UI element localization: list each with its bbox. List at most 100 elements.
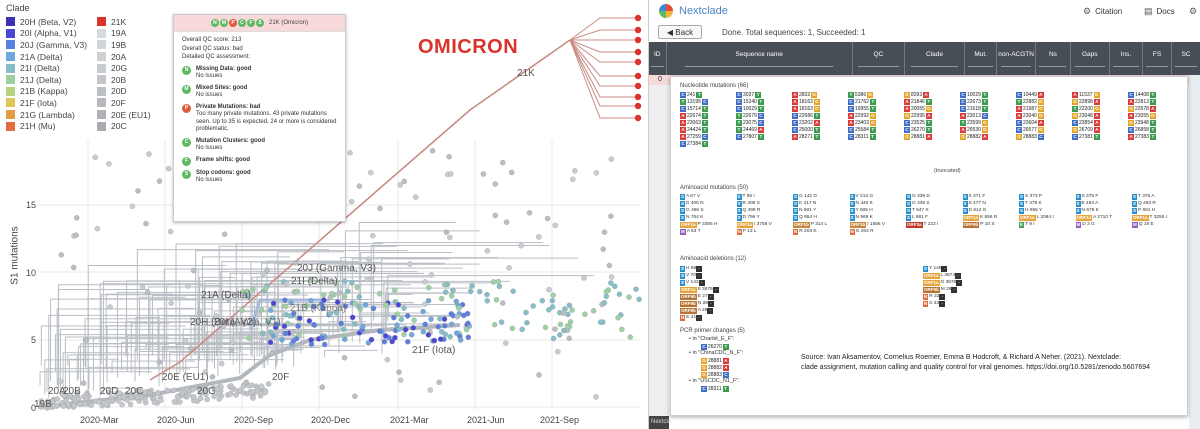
alt-base: T [701, 140, 708, 147]
position: 11537 [1079, 91, 1093, 98]
alt-base: T [701, 112, 708, 119]
legend-item[interactable]: 20C [97, 120, 151, 132]
column-filter[interactable] [1112, 61, 1139, 67]
qc-item: P Private Mutations: bad Too many private … [182, 103, 337, 134]
ref-base: A [792, 105, 798, 112]
alt-base: A [1093, 112, 1100, 119]
column-filter[interactable] [1145, 61, 1169, 67]
column-header[interactable]: Ins. [1110, 42, 1144, 75]
back-button[interactable]: ◀ Back [658, 25, 702, 39]
bottom-tab[interactable]: Nextcla [649, 416, 671, 429]
column-filter[interactable] [685, 61, 834, 67]
ref-base: A [960, 126, 966, 133]
ref-base: C [848, 133, 854, 140]
column-filter[interactable] [1174, 61, 1198, 67]
column-header[interactable]: SC [1172, 42, 1200, 75]
column-header[interactable]: Ns [1036, 42, 1071, 75]
legend-item[interactable]: 21F (Iota) [6, 97, 87, 109]
nuc-mutation: A 23063 T [680, 119, 736, 126]
gap-chip: - [707, 300, 714, 307]
legend-item[interactable]: 21K [97, 16, 151, 28]
column-filter[interactable] [650, 61, 664, 67]
legend-item[interactable]: 21J (Delta) [6, 74, 87, 86]
legend-item[interactable]: 20A [97, 51, 151, 63]
legend-item[interactable]: 20B [97, 74, 151, 86]
column-filter[interactable] [1074, 61, 1105, 67]
legend-item[interactable]: 21A (Delta) [6, 51, 87, 63]
legend-item[interactable]: 20H (Beta, V2) [6, 16, 87, 28]
legend-item[interactable]: 20D [97, 86, 151, 98]
legend-item[interactable]: 21G (Lambda) [6, 109, 87, 121]
aa-change: S 373 P [1025, 194, 1043, 199]
gene-chip: S [680, 265, 686, 272]
legend-item[interactable]: 20I (Alpha, V1) [6, 28, 87, 40]
position: 22995 [911, 112, 925, 119]
legend-item[interactable]: 19A [97, 28, 151, 40]
nuc-mutation: A 20055 G [904, 105, 960, 112]
alt-base: T [757, 98, 764, 105]
nav-docs[interactable]: ▤ Docs [1144, 6, 1175, 17]
gene-chip: S [962, 200, 968, 207]
column-header[interactable]: Gaps [1071, 42, 1110, 75]
legend-item[interactable]: 20E (EU1) [97, 109, 151, 121]
legend-item[interactable]: 21B (Kappa) [6, 86, 87, 98]
position: 27259 [687, 133, 701, 140]
legend-swatch [6, 28, 15, 38]
column-header[interactable]: Sequence name [667, 42, 853, 75]
position: 18163 [799, 105, 813, 112]
nextclade-brand[interactable]: Nextclade [679, 5, 728, 17]
aa-change: A 67 V [686, 194, 701, 199]
aa-change: K 856 R [980, 215, 998, 220]
nav-citation[interactable]: ⚙ Citation [1083, 6, 1122, 17]
legend-item[interactable]: 20G [97, 62, 151, 74]
legend-swatch [6, 75, 15, 85]
position: 23040 [1023, 112, 1037, 119]
qc-item-title: Mutation Clusters: good [196, 137, 265, 144]
nav-settings[interactable]: ⚙ [1189, 6, 1200, 17]
nextclade-window: Nextclade ⚙ Citation ▤ Docs ⚙ ◀ Back Don… [648, 0, 1200, 429]
column-filter[interactable] [910, 61, 959, 67]
y-tick: 15 [25, 200, 36, 210]
legend-item[interactable]: 19B [97, 39, 151, 51]
legend-item[interactable]: 21I (Delta) [6, 62, 87, 74]
nuc-mutation: C 3037 T [736, 91, 792, 98]
nextclade-logo-icon[interactable] [659, 4, 673, 18]
position: 15714 [687, 105, 701, 112]
column-header[interactable]: Clade [905, 42, 966, 75]
position: 22813 [1135, 98, 1149, 105]
ref-base: C [792, 126, 798, 133]
position: 28881 [911, 133, 925, 140]
position: 23063 [687, 119, 701, 126]
gene-chip: S [1132, 193, 1138, 200]
nuc-mutation: C 23525 T [904, 119, 960, 126]
column-header[interactable]: Mut. [965, 42, 998, 75]
scrollbar[interactable] [1189, 75, 1200, 429]
column-header[interactable]: non-ACGTN [997, 42, 1037, 75]
column-header[interactable]: ID [649, 42, 667, 75]
column-header[interactable]: QC [853, 42, 905, 75]
legend-item[interactable]: 21H (Mu) [6, 120, 87, 132]
tree-tips[interactable] [38, 14, 642, 411]
alt-base: A [925, 133, 932, 140]
tree-plot[interactable] [0, 0, 648, 429]
column-header-label: Sequence name [735, 50, 783, 58]
aa-change: T 95 I [742, 194, 755, 199]
column-header[interactable]: FS [1143, 42, 1172, 75]
column-filter[interactable] [1039, 61, 1067, 67]
gene-chip: ORF9b [680, 300, 697, 307]
position: 23525 [911, 119, 925, 126]
column-filter[interactable] [1000, 61, 1032, 67]
nuc-mutation: A 22992 G [848, 112, 904, 119]
gene-chip: S [680, 279, 686, 286]
legend-label: 20H (Beta, V2) [20, 16, 77, 27]
column-filter[interactable] [968, 61, 993, 67]
column-filter[interactable] [858, 61, 899, 67]
aa-mutation: ORF1a K 856 R [962, 214, 1020, 221]
gene-chip: S [849, 207, 855, 214]
nuc-mutation: C 26270 T [904, 126, 960, 133]
legend-item[interactable]: 20J (Gamma, V3) [6, 39, 87, 51]
legend-item[interactable]: 20F [97, 97, 151, 109]
